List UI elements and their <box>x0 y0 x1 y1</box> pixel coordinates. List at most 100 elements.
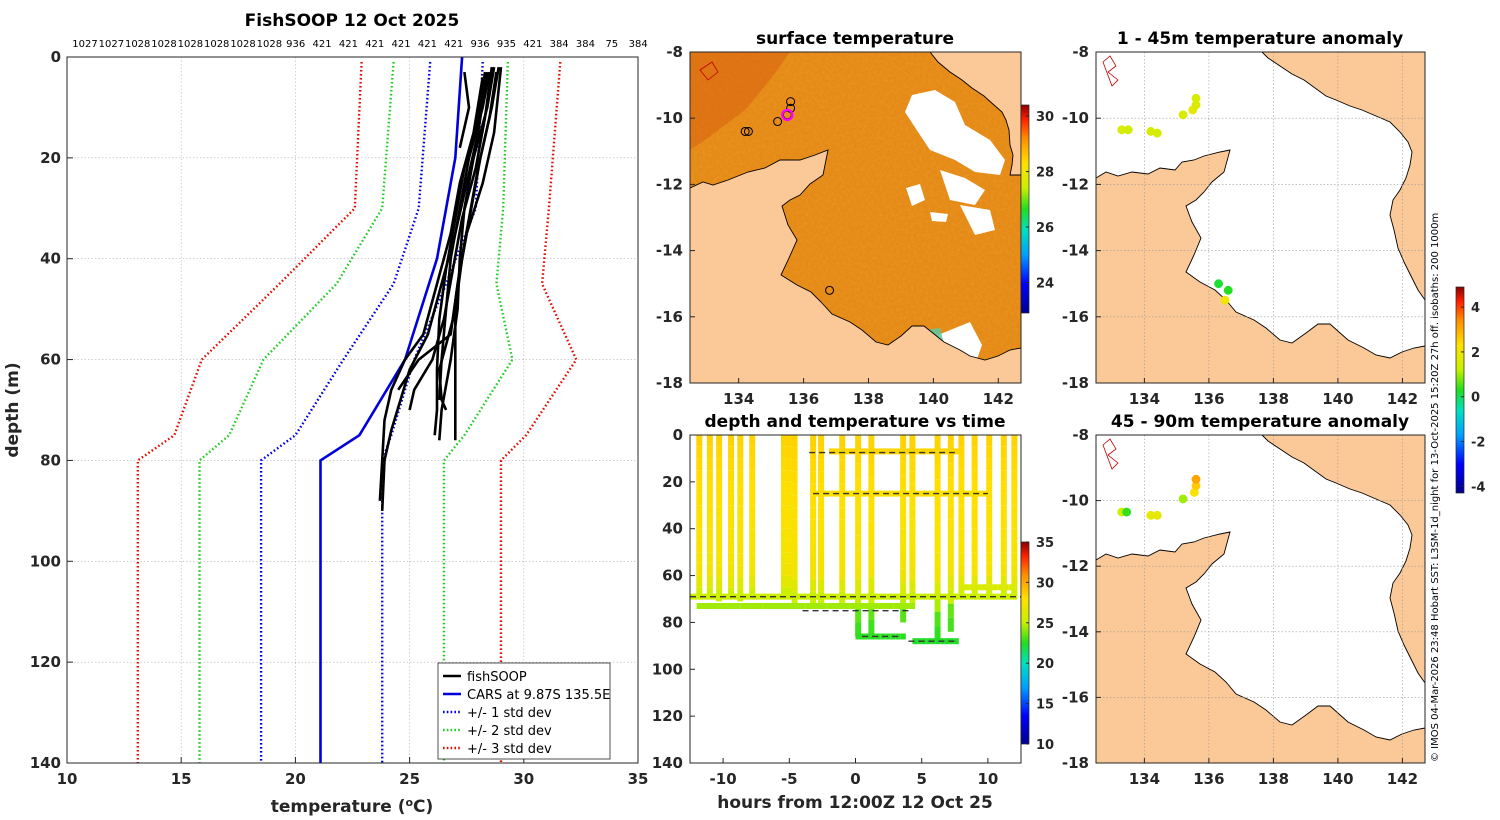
x-tick-label: 5 <box>916 770 926 788</box>
anomaly-45-90-land-cape-york <box>1261 435 1425 684</box>
depth-time-colorbar <box>1020 541 1030 745</box>
x-tick-label: 134 <box>723 390 754 408</box>
legend-label: +/- 2 std dev <box>467 724 552 739</box>
density-label: 421 <box>392 39 411 50</box>
sst-markers <box>740 97 835 295</box>
x-tick-label: 136 <box>788 390 819 408</box>
cast-marker <box>740 126 750 136</box>
x-tick-label: 136 <box>1193 390 1224 408</box>
x-tick-label: 35 <box>628 770 649 788</box>
anomaly-45-90-panel: 45 - 90m temperature anomaly 134 136 138 14… <box>1062 412 1426 788</box>
anomaly-colorbar-ticks: -4 -2 0 2 4 <box>1461 301 1485 495</box>
fishsoop-profile <box>458 71 471 149</box>
x-tick-label: 10 <box>57 770 78 788</box>
y-tick-label: -14 <box>1062 242 1089 260</box>
anomaly-45-90-land-south <box>1096 531 1425 763</box>
density-label: 936 <box>471 39 490 50</box>
std-line <box>198 61 395 763</box>
legend-label: fishSOOP <box>467 670 527 685</box>
depth-time-colorbar-ticks: 10 15 20 25 30 35 <box>1026 536 1054 753</box>
y-tick-label: -16 <box>1062 308 1089 326</box>
x-tick-label: 140 <box>918 390 949 408</box>
profile-panel: FishSOOP 12 Oct 2025 1027 1027 1028 1028 102… <box>3 11 648 817</box>
anomaly-1-45-land-south <box>1096 149 1425 383</box>
colorbar-label: 4 <box>1471 301 1480 316</box>
anomaly-point <box>1178 110 1188 120</box>
sst-panel: surface temperature 134 136 138 140 142 -8 -10… <box>656 29 1054 408</box>
y-tick-label: -18 <box>1062 754 1089 772</box>
y-tick-label: 140 <box>30 754 61 772</box>
density-label: 1027 <box>72 39 97 50</box>
y-tick-label: 20 <box>662 473 683 491</box>
depth-time-data <box>690 435 1021 645</box>
x-tick-label: 30 <box>513 770 534 788</box>
x-tick-label: 134 <box>1129 770 1160 788</box>
profile-ticks: 10 15 20 25 30 35 0 20 40 60 80 100 120 140 <box>30 48 649 788</box>
density-label: 1028 <box>204 39 229 50</box>
y-tick-label: -8 <box>666 43 683 61</box>
colorbar-label: 24 <box>1036 276 1054 291</box>
x-tick-label: 138 <box>1258 390 1289 408</box>
depth-time-panel: depth and temperature vs time -10 -5 0 5 100… <box>652 412 1054 813</box>
colorbar-label: 25 <box>1036 617 1054 632</box>
y-tick-label: 140 <box>652 754 683 772</box>
density-label: 421 <box>523 39 542 50</box>
colorbar-label: 15 <box>1036 698 1054 713</box>
y-tick-label: -10 <box>1062 492 1089 510</box>
sst-cloud-5 <box>930 212 948 222</box>
profile-xlabel: temperature (oC) <box>271 796 434 818</box>
anomaly-45-90-axes-box <box>1095 434 1426 764</box>
x-tick-label: -10 <box>710 770 737 788</box>
y-tick-label: 100 <box>30 552 61 570</box>
x-tick-label: 142 <box>1387 770 1418 788</box>
anomaly-point <box>1152 510 1162 520</box>
std-line <box>259 61 432 763</box>
density-label: 1028 <box>125 39 150 50</box>
anomaly-1-45-title: 1 - 45m temperature anomaly <box>1117 29 1403 49</box>
fishsoop-profile <box>380 71 489 511</box>
y-tick-label: 120 <box>652 707 683 725</box>
density-label: 421 <box>418 39 437 50</box>
anomaly-point <box>1178 494 1188 504</box>
y-tick-label: 80 <box>662 613 683 631</box>
sst-cloud-3 <box>906 184 925 206</box>
x-tick-label: 10 <box>977 770 998 788</box>
anomaly-point <box>1191 93 1201 103</box>
density-label: 936 <box>286 39 305 50</box>
current-cast-marker <box>781 108 794 122</box>
density-label: 75 <box>605 39 618 50</box>
y-tick-label: -10 <box>1062 109 1089 127</box>
y-tick-label: 60 <box>662 567 683 585</box>
density-label: 421 <box>339 39 358 50</box>
density-label: 935 <box>497 39 516 50</box>
profile-legend: fishSOOP CARS at 9.87S 135.5E +/- 1 std de… <box>437 662 611 760</box>
x-tick-label: 0 <box>850 770 860 788</box>
anomaly-colorbar <box>1455 286 1465 494</box>
colorbar-label: -4 <box>1471 480 1485 495</box>
y-tick-label: 120 <box>30 653 61 671</box>
y-tick-label: -14 <box>656 242 683 260</box>
y-tick-label: -8 <box>1072 43 1089 61</box>
anomaly-point <box>1152 128 1162 138</box>
anomaly-1-45-axes-box <box>1095 51 1426 384</box>
y-tick-label: -10 <box>656 109 683 127</box>
anomaly-1-45-isobath <box>1102 55 1119 87</box>
y-tick-label: -12 <box>656 175 683 193</box>
x-tick-label: 138 <box>853 390 884 408</box>
anomaly-1-45-ticks: 134 136 138 140 142 -8 -10 -12 -14 -16 -18 <box>1062 43 1418 408</box>
x-tick-label: 140 <box>1322 390 1353 408</box>
y-tick-label: -8 <box>1072 426 1089 444</box>
legend-box <box>437 662 611 760</box>
y-tick-label: -12 <box>1062 557 1089 575</box>
density-labels: 1027 1027 1028 1028 1028 1028 1028 1028 936 421 42… <box>72 39 647 50</box>
sst-land-cape-york <box>929 52 1021 176</box>
cast-marker <box>743 126 753 136</box>
density-label: 384 <box>550 39 569 50</box>
y-tick-label: -16 <box>1062 688 1089 706</box>
cast-marker <box>773 117 783 127</box>
fishsoop-profiles <box>378 66 503 511</box>
colorbar-label: 0 <box>1471 391 1480 406</box>
legend-label: +/- 3 std dev <box>467 742 552 757</box>
anomaly-1-45-panel: 1 - 45m temperature anomaly 134 136 138 140… <box>1062 29 1426 408</box>
